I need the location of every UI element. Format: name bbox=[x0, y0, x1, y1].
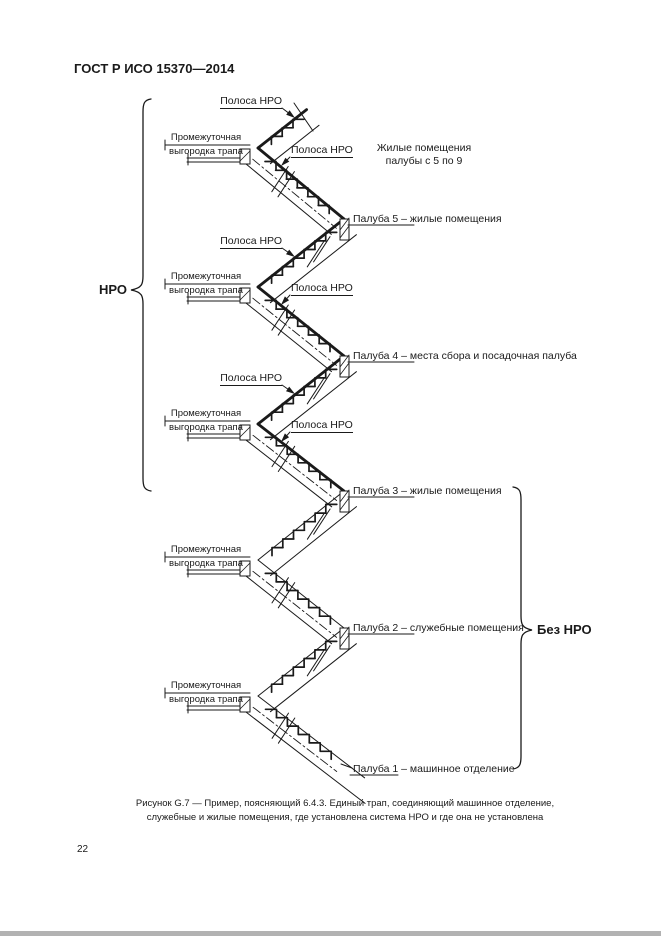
polosa-nro-label: Полоса НРО bbox=[220, 235, 282, 249]
deck-4-label: Палуба 4 – места сбора и посадочная палу… bbox=[353, 350, 577, 362]
polosa-nro-label: Полоса НРО bbox=[220, 372, 282, 386]
accommodation-note: Жилые помещения палубы с 5 по 9 bbox=[360, 142, 488, 168]
page-number: 22 bbox=[77, 844, 89, 855]
polosa-nro-label: Полоса НРО bbox=[220, 95, 282, 109]
deck-3-label: Палуба 3 – жилые помещения bbox=[353, 485, 502, 497]
deck-5-label: Палуба 5 – жилые помещения bbox=[353, 213, 502, 225]
polosa-nro-label: Полоса НРО bbox=[291, 419, 353, 433]
figure-caption-line1: Рисунок G.7 — Пример, поясняющий 6.4.3. … bbox=[135, 798, 555, 809]
polosa-nro-label: Полоса НРО bbox=[291, 144, 353, 158]
intermediate-enclosure-label: Промежуточная выгородка трапа bbox=[169, 132, 243, 157]
no-nro-zone-label: Без НРО bbox=[537, 622, 592, 637]
intermediate-enclosure-label: Промежуточная выгородка трапа bbox=[169, 271, 243, 296]
no-nro-brace bbox=[512, 486, 533, 770]
figure-caption-line2: служебные и жилые помещения, где установ… bbox=[146, 811, 544, 823]
intermediate-enclosure-label: Промежуточная выгородка трапа bbox=[169, 544, 243, 569]
accommodation-note-line1: Жилые помещения bbox=[376, 142, 472, 154]
intermediate-enclosure-label: Промежуточная выгородка трапа bbox=[169, 408, 243, 433]
deck-1-label: Палуба 1 – машинное отделение bbox=[353, 763, 515, 775]
intermediate-enclosure-label: Промежуточная выгородка трапа bbox=[169, 680, 243, 705]
nro-brace bbox=[130, 98, 152, 492]
polosa-nro-label: Полоса НРО bbox=[291, 282, 353, 296]
deck-2-label: Палуба 2 – служебные помещения bbox=[353, 622, 524, 634]
document-header: ГОСТ Р ИСО 15370—2014 bbox=[74, 61, 235, 76]
accommodation-note-line2: палубы с 5 по 9 bbox=[385, 155, 463, 167]
figure-caption: Рисунок G.7 — Пример, поясняющий 6.4.3. … bbox=[85, 797, 605, 824]
page-bottom-shadow bbox=[0, 931, 661, 936]
nro-zone-label: НРО bbox=[99, 282, 127, 297]
